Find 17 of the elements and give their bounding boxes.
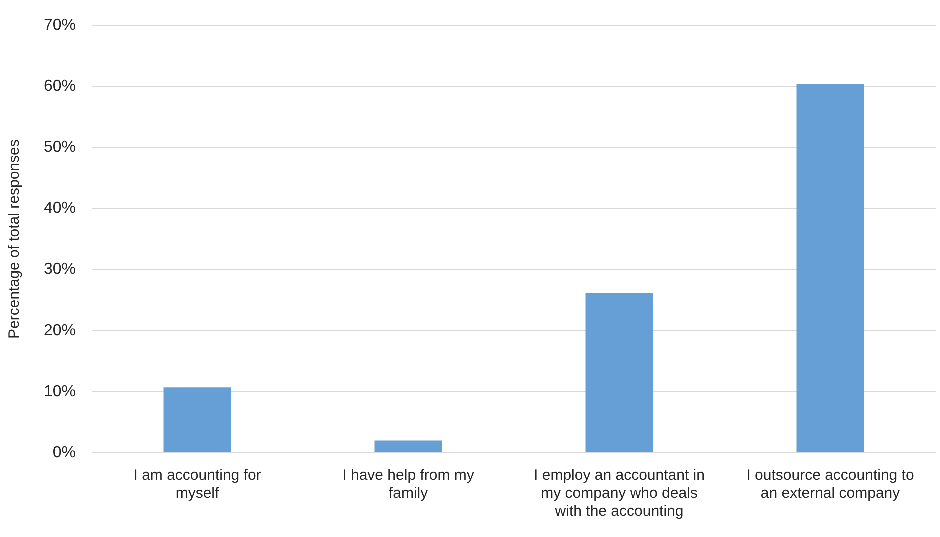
bar: [586, 293, 654, 452]
y-tick-label: 70%: [44, 17, 76, 34]
y-tick-label: 0%: [52, 444, 76, 462]
y-tick-label: 60%: [44, 78, 76, 96]
y-tick-label: 30%: [44, 261, 76, 278]
bar: [164, 388, 232, 452]
x-tick-label: I have help from my family: [342, 467, 475, 502]
x-tick-label: I employ an accountant in my company who deals with the accounting: [534, 467, 705, 520]
bar: [374, 440, 442, 452]
y-tick-label: 20%: [44, 322, 76, 340]
y-tick-label: 40%: [44, 200, 76, 218]
x-tick-label: I am accounting for myself: [134, 467, 262, 502]
y-tick-label: 50%: [44, 139, 76, 156]
bar: [796, 84, 864, 452]
x-tick-label: I outsource accounting to an external company: [746, 467, 914, 502]
y-tick-label: 10%: [44, 383, 76, 400]
y-axis-title: Percentage of total responses: [6, 140, 24, 339]
